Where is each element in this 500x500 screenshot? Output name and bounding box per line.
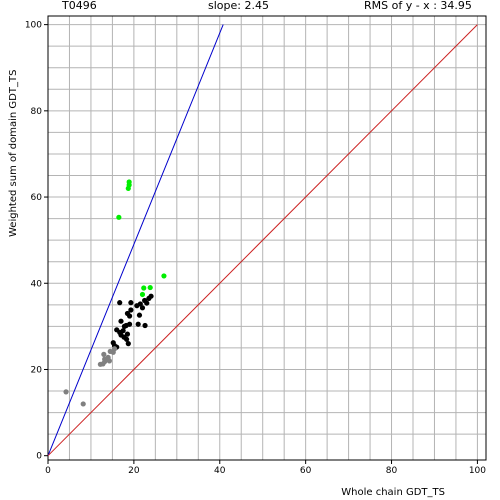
- tick-labels: 0 20 40 60 80 100 0 20 40 60 80 100: [25, 21, 486, 476]
- x-tick-label: 20: [128, 466, 140, 476]
- data-point: [123, 336, 130, 342]
- data-point: [142, 322, 148, 329]
- data-point: [125, 185, 131, 192]
- x-tick-label: 0: [45, 466, 51, 476]
- data-point: [161, 273, 167, 279]
- diagonal-line: [47, 24, 478, 457]
- data-point: [116, 214, 122, 220]
- data-point: [147, 284, 153, 291]
- y-tick-label: 100: [25, 21, 42, 31]
- y-tick-label: 0: [36, 452, 42, 462]
- data-point: [63, 389, 69, 395]
- data-point: [124, 331, 131, 337]
- data-point: [134, 303, 140, 309]
- plot-frame: [47, 15, 487, 461]
- data-points: [63, 179, 167, 407]
- x-tick-label: 60: [300, 466, 312, 476]
- data-point: [125, 341, 131, 347]
- data-point: [101, 351, 107, 357]
- data-point: [123, 322, 129, 329]
- x-axis-label: Whole chain GDT_TS: [341, 487, 445, 498]
- data-point: [110, 349, 116, 355]
- y-tick-label: 20: [31, 365, 43, 375]
- data-point: [135, 321, 141, 327]
- data-point: [139, 291, 146, 298]
- y-tick-label: 60: [31, 193, 43, 203]
- x-tick-label: 100: [469, 466, 486, 476]
- data-point: [106, 358, 113, 364]
- data-point: [97, 361, 103, 367]
- target-id: T0496: [62, 0, 97, 12]
- data-point: [118, 318, 124, 324]
- grid: [48, 16, 486, 460]
- data-point: [141, 285, 147, 291]
- data-point: [128, 300, 134, 306]
- reference-lines: [47, 24, 478, 457]
- data-point: [144, 300, 150, 306]
- data-point: [120, 328, 126, 334]
- data-point: [136, 312, 143, 318]
- data-point: [126, 313, 133, 319]
- y-tick-label: 40: [31, 279, 43, 289]
- data-point: [80, 401, 86, 407]
- y-tick-label: 80: [31, 107, 43, 117]
- rms-value: RMS of y - x : 34.95: [364, 0, 472, 12]
- data-point: [117, 300, 123, 306]
- slope-line: [47, 24, 224, 456]
- data-point: [102, 359, 108, 365]
- x-tick-label: 40: [214, 466, 226, 476]
- slope-value: slope: 2.45: [208, 0, 269, 12]
- x-tick-label: 80: [386, 466, 398, 476]
- data-point: [139, 305, 146, 311]
- y-axis-label: Weighted sum of domain GDT_TS: [8, 69, 19, 237]
- data-point: [128, 307, 134, 313]
- data-point: [146, 295, 152, 301]
